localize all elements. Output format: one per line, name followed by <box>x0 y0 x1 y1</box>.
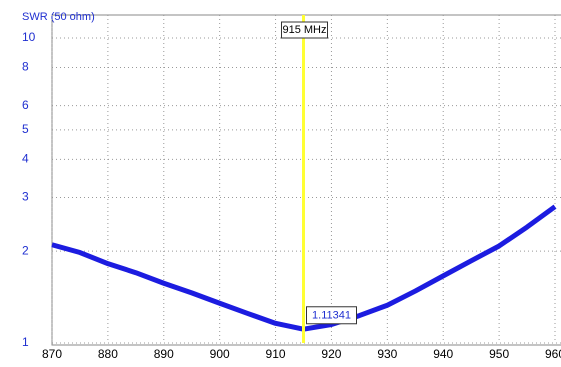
y-tick-label: 6 <box>22 98 29 112</box>
x-tick-label: 940 <box>433 347 453 361</box>
y-tick-label: 3 <box>22 190 29 204</box>
y-tick-label: 8 <box>22 60 29 74</box>
y-tick-label: 4 <box>22 152 29 166</box>
x-tick-label: 910 <box>266 347 286 361</box>
y-tick-label: 2 <box>22 243 29 257</box>
y-tick-label: 5 <box>22 122 29 136</box>
value-label-box <box>306 306 357 325</box>
y-tick-label: 10 <box>22 30 36 44</box>
marker-label: 915 MHz <box>282 24 326 36</box>
x-tick-label: 960 <box>545 347 561 361</box>
x-tick-label: 930 <box>377 347 397 361</box>
marker-label-box <box>281 21 328 39</box>
y-axis-label: SWR (50 ohm) <box>22 11 95 23</box>
x-tick-label: 870 <box>42 347 62 361</box>
x-tick-label: 920 <box>321 347 341 361</box>
plot-frame <box>51 14 561 346</box>
x-tick-label: 880 <box>98 347 118 361</box>
x-tick-label: 950 <box>489 347 509 361</box>
y-tick-label: 1 <box>22 335 29 349</box>
x-tick-label: 900 <box>210 347 230 361</box>
x-tick-label: 890 <box>154 347 174 361</box>
value-label: 1.11341 <box>312 310 351 322</box>
